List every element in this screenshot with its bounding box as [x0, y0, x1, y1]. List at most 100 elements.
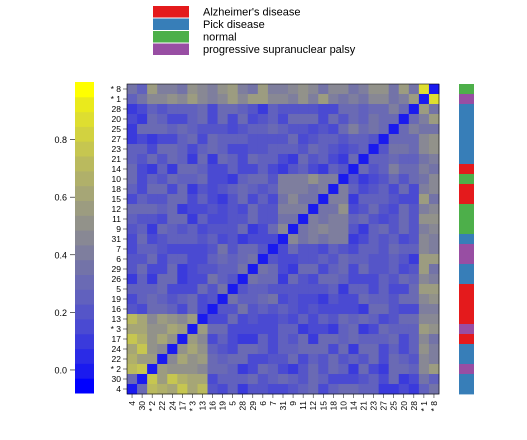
- heatmap-cell: [257, 284, 269, 295]
- heatmap-cell: [137, 374, 148, 385]
- heatmap-cell: [328, 94, 339, 105]
- row-label: 13: [112, 314, 122, 324]
- heatmap-cell: [398, 304, 410, 315]
- heatmap-cell: [408, 94, 420, 105]
- heatmap-cell: [328, 274, 339, 285]
- heatmap-cell: [217, 364, 229, 375]
- heatmap-cell: [187, 284, 198, 295]
- heatmap-cell: [257, 324, 269, 335]
- heatmap-cell: [157, 384, 168, 395]
- heatmap-cell: [408, 164, 420, 175]
- heatmap-cell: [318, 94, 329, 105]
- heatmap-cell: [277, 94, 289, 105]
- heatmap-cell: [338, 84, 349, 95]
- heatmap-cell: [398, 164, 410, 175]
- column-label: 23: [369, 401, 379, 411]
- heatmap-cell: [277, 144, 289, 155]
- heatmap-cell: [288, 214, 299, 225]
- heatmap-cell: [428, 114, 440, 125]
- heatmap-cell: [227, 204, 239, 215]
- heatmap-cell: [378, 314, 390, 325]
- heatmap-cell: [428, 194, 440, 205]
- heatmap-cell: [187, 314, 198, 325]
- heatmap-cell: [358, 134, 369, 145]
- heatmap-cell: [137, 164, 148, 175]
- heatmap-cell: [358, 384, 369, 395]
- heatmap-cell: [177, 364, 188, 375]
- row-label: 25: [112, 124, 122, 134]
- heatmap-cell: [127, 94, 138, 105]
- heatmap-cell: [187, 184, 198, 195]
- heatmap-cell: [137, 114, 148, 125]
- group-color-cell: [459, 344, 474, 355]
- heatmap-cell: [237, 174, 249, 185]
- heatmap-cell: [227, 324, 239, 335]
- heatmap-cell: [177, 214, 188, 225]
- heatmap-cell: [137, 364, 148, 375]
- heatmap-cell: [288, 244, 299, 255]
- heatmap-cell: [318, 244, 329, 255]
- heatmap-cell: [358, 304, 369, 315]
- heatmap-cell: [308, 104, 319, 115]
- heatmap-cell: [378, 374, 390, 385]
- heatmap-cell: [418, 144, 430, 155]
- heatmap-cell: [358, 114, 369, 125]
- heatmap-cell: [127, 124, 138, 135]
- colorbar-swatch: [75, 304, 94, 320]
- heatmap-cell: [418, 234, 430, 245]
- heatmap-cell: [227, 184, 239, 195]
- row-label: 5: [116, 284, 121, 294]
- heatmap-cell: [328, 224, 339, 235]
- heatmap-cell: [177, 244, 188, 255]
- heatmap-cell: [398, 204, 410, 215]
- colorbar-swatch: [75, 200, 94, 216]
- heatmap-cell: [217, 214, 229, 225]
- heatmap-cell: [207, 344, 218, 355]
- heatmap-cell: [247, 304, 259, 315]
- heatmap-cell: [267, 244, 279, 255]
- legend-label: Pick disease: [203, 19, 265, 31]
- heatmap-cell: [267, 94, 279, 105]
- heatmap-cell: [257, 144, 269, 155]
- heatmap-cell: [137, 94, 148, 105]
- heatmap-cell: [318, 224, 329, 235]
- heatmap-cell: [177, 204, 188, 215]
- heatmap-cell: [207, 114, 218, 125]
- heatmap-cell: [197, 124, 208, 135]
- heatmap-cell: [197, 354, 208, 365]
- heatmap-cell: [348, 214, 359, 225]
- heatmap-cell: [137, 174, 148, 185]
- heatmap-cell: [217, 304, 229, 315]
- heatmap-cell: [428, 324, 440, 335]
- heatmap-cell: [167, 224, 178, 235]
- heatmap-cell: [318, 344, 329, 355]
- heatmap-cell: [147, 274, 158, 285]
- colorbar-ticks: 0.0 0.2 0.4 0.6 0.8: [54, 135, 75, 375]
- heatmap-cell: [348, 324, 359, 335]
- group-color-cell: [459, 314, 474, 325]
- heatmap-cell: [398, 154, 410, 165]
- heatmap-cell: [187, 244, 198, 255]
- heatmap-cell: [298, 374, 309, 385]
- heatmap-cell: [388, 204, 400, 215]
- heatmap-cell: [328, 344, 339, 355]
- heatmap-cell: [207, 84, 218, 95]
- colorbar-swatch: [75, 318, 94, 335]
- heatmap-cell: [277, 114, 289, 125]
- heatmap-cell: [207, 364, 218, 375]
- row-label: 20: [112, 114, 122, 124]
- heatmap-cell: [318, 274, 329, 285]
- row-label: 18: [112, 184, 122, 194]
- heatmap-cell: [368, 124, 380, 135]
- heatmap-cell: [157, 184, 168, 195]
- heatmap-cell: [267, 294, 279, 305]
- column-label: 31: [278, 401, 288, 411]
- heatmap-cell: [388, 224, 400, 235]
- heatmap-cell: [147, 324, 158, 335]
- heatmap-cell: [237, 224, 249, 235]
- heatmap-cell: [137, 184, 148, 195]
- heatmap-cell: [408, 184, 420, 195]
- heatmap-cell: [358, 374, 369, 385]
- column-label: 6: [258, 401, 268, 406]
- heatmap-cell: [338, 324, 349, 335]
